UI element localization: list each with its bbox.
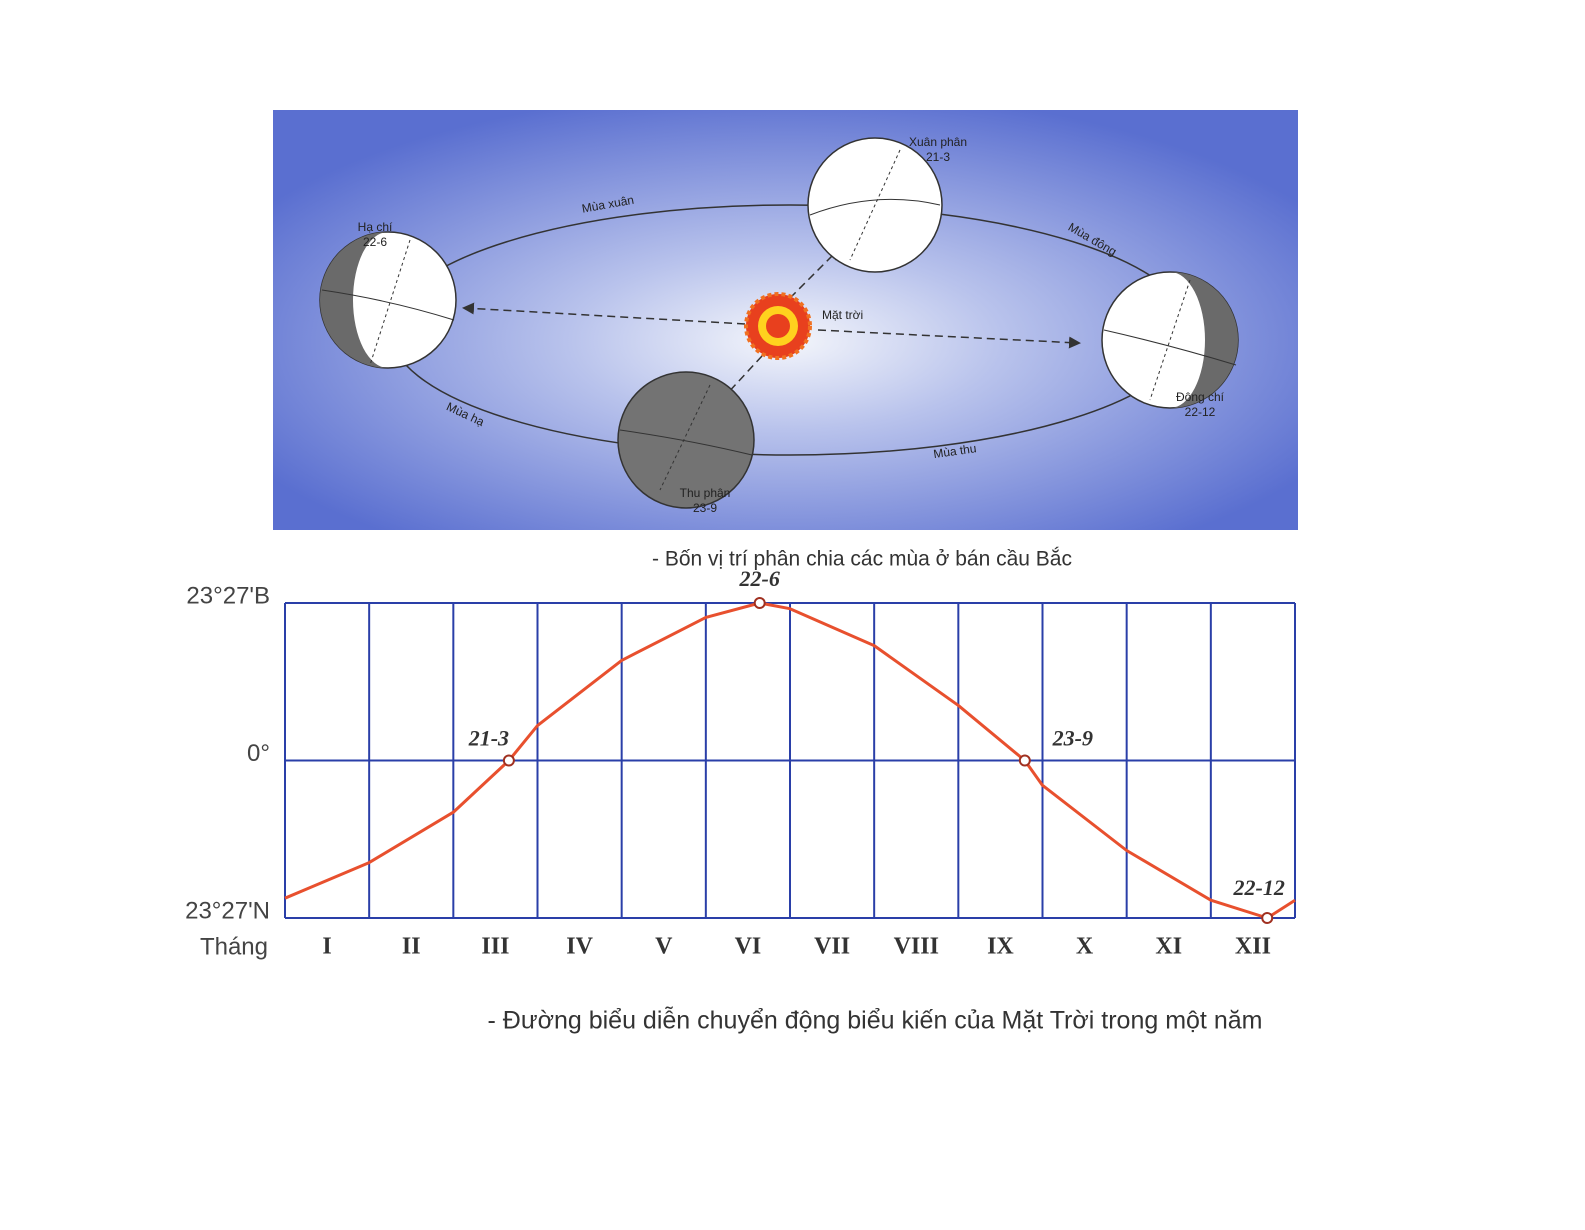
x-tick-label: XI — [1155, 934, 1182, 960]
diagram: Xuân phân 21-3 Hạ chí 22-6 Đông chí 22-1… — [273, 110, 1298, 571]
sun-label: Mặt trời — [822, 308, 863, 322]
y-tick-label: 23°27'N — [185, 897, 270, 924]
x-tick-label: IV — [566, 934, 593, 960]
curve — [284, 601, 1296, 920]
y-tick-label: 23°27'B — [186, 582, 270, 609]
position-label: Hạ chí — [358, 220, 393, 234]
position-label: Đông chí — [1176, 390, 1225, 404]
globe-spring — [807, 137, 943, 273]
globe-summer — [319, 231, 457, 369]
globe-autumn — [617, 371, 755, 509]
position-date: 22-12 — [1185, 405, 1216, 419]
position-label: Thu phân — [680, 486, 731, 500]
annotation: 23-9 — [1052, 726, 1093, 751]
y-tick-label: 0° — [247, 740, 270, 767]
season-label: Mùa thu — [932, 441, 977, 461]
key-point — [502, 754, 515, 767]
x-axis-label: Tháng — [200, 933, 268, 960]
annotation: 22-12 — [1233, 875, 1285, 900]
position-label: Xuân phân — [909, 135, 967, 149]
position-date: 23-9 — [693, 501, 717, 515]
arrows — [462, 247, 1081, 411]
diagram-caption: - Bốn vị trí phân chia các mùa ở bán cầu… — [652, 548, 1072, 571]
x-tick-label: II — [402, 934, 421, 960]
sun — [744, 292, 812, 360]
globe-winter — [1101, 271, 1239, 409]
x-tick-label: III — [481, 934, 509, 960]
x-tick-label: VII — [814, 934, 850, 960]
x-tick-label: VIII — [894, 934, 939, 960]
position-date: 22-6 — [363, 235, 387, 249]
annotation: 21-3 — [468, 726, 509, 751]
position-date: 21-3 — [926, 150, 950, 164]
x-tick-label: I — [322, 934, 331, 960]
x-tick-label: V — [655, 934, 673, 960]
annotation: 22-6 — [739, 566, 780, 591]
x-tick-label: VI — [735, 934, 762, 960]
x-tick-label: IX — [987, 934, 1014, 960]
key-point — [753, 597, 766, 609]
chart-caption: - Đường biểu diễn chuyển động biểu kiến … — [488, 1006, 1263, 1035]
key-point — [1261, 912, 1274, 924]
x-tick-label: X — [1076, 934, 1094, 960]
chart: Tháng - Đường biểu diễn chuyển động biểu… — [185, 566, 1296, 1035]
x-tick-label: XII — [1235, 934, 1271, 960]
key-point — [1018, 754, 1031, 767]
